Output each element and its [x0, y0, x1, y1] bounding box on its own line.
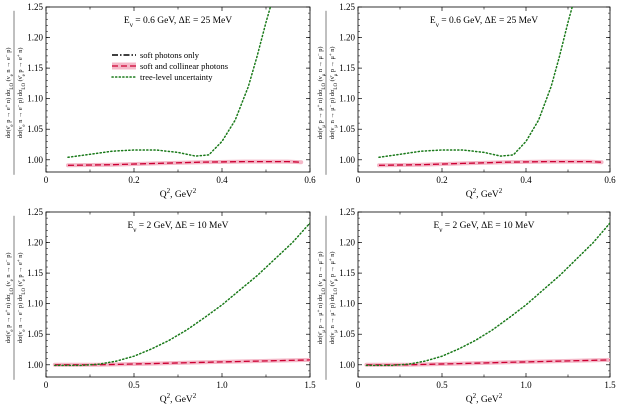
y-tick-label: 1.25	[339, 207, 355, 217]
y-tick-label: 1.10	[27, 94, 43, 104]
y-axis-label: dσ(νμ n → μ− p) dσLO (ν̄μ p → μ+ n)	[329, 47, 339, 140]
y-tick-label: 1.25	[27, 2, 43, 12]
y-axis-label: dσ(νe n → e− p) dσLO (ν̄e p → e+ n)	[17, 253, 27, 344]
chart-panel-bottom-left: 0 0.5 1.0 1.5 1.00 1.05 1.10 1.15 1.20 1.25 Eν = 2…	[5, 207, 317, 405]
plot-frame	[45, 211, 311, 378]
series-line-soft-collinear	[67, 160, 302, 166]
legend-label: tree-level uncertainty	[140, 72, 213, 82]
chart-panel-top-right: 0 0.2 0.4 0.6 1.00 1.05 1.10 1.15 1.20 1.25 Eν = 0…	[317, 2, 617, 200]
y-tick-label: 1.20	[339, 33, 355, 43]
x-tick-label: 0.5	[436, 380, 448, 390]
y-axis-label: dσ(ν̄e p → e+ n) dσLO (νe n → e− p)	[5, 48, 15, 139]
y-tick-label: 1.10	[27, 299, 43, 309]
y-tick-label: 1.25	[27, 207, 43, 217]
y-tick-label: 1.20	[339, 238, 355, 248]
legend-label: soft and collinear photons	[140, 61, 228, 71]
panel-annotation: Eν = 0.6 GeV, ΔE = 25 MeV	[430, 16, 538, 29]
legend-label: soft photons only	[140, 50, 200, 60]
y-axis-label: dσ(ν̄μ p → μ+ n) dσLO (νμ n → μ− p)	[317, 252, 327, 345]
chart-panel-top-left: 0 0.2 0.4 0.6 1.00 1.05 1.10 1.15 1.20 1.25 Eν = 0…	[5, 2, 317, 200]
series-line-soft-collinear	[366, 359, 610, 366]
panel-annotation: Eν = 2 GeV, ΔE = 10 MeV	[127, 221, 228, 234]
y-tick-label: 1.05	[27, 329, 43, 339]
panel-annotation: Eν = 2 GeV, ΔE = 10 MeV	[433, 221, 534, 234]
x-tick-label: 0	[44, 175, 49, 185]
y-tick-label: 1.15	[339, 268, 355, 278]
y-axis-label: dσ(ν̄e p → e+ n) dσLO (νe n → e− p)	[5, 253, 15, 344]
x-tick-label: 0.6	[304, 175, 316, 185]
x-axis-label: Q2, GeV2	[466, 392, 503, 405]
series-line-tree-level	[378, 7, 573, 159]
x-axis-label: Q2, GeV2	[160, 187, 197, 200]
y-tick-label: 1.10	[339, 299, 355, 309]
chart-panel-bottom-right: 0 0.5 1.0 1.5 1.00 1.05 1.10 1.15 1.20 1.25 Eν = 2…	[317, 207, 617, 405]
x-tick-label: 1.5	[304, 380, 316, 390]
x-tick-label: 0	[356, 175, 361, 185]
y-tick-label: 1.20	[27, 238, 43, 248]
y-axis-label: dσ(ν̄μ p → μ+ n) dσLO (νμ n → μ− p)	[317, 47, 327, 140]
series-line-tree-level	[54, 222, 310, 367]
y-axis-label: dσ(νμ n → μ− p) dσLO (ν̄μ p → μ+ n)	[329, 252, 339, 345]
series-line-tree-level	[365, 222, 610, 367]
x-tick-label: 0.4	[520, 175, 532, 185]
y-tick-label: 1.00	[339, 155, 355, 165]
series-line-soft-collinear	[378, 160, 602, 166]
y-tick-label: 1.15	[27, 268, 43, 278]
x-tick-label: 0	[356, 380, 361, 390]
y-tick-label: 1.00	[27, 360, 43, 370]
x-tick-label: 1.5	[604, 380, 616, 390]
series-line-tree-level	[67, 7, 272, 159]
y-tick-label: 1.15	[339, 63, 355, 73]
y-tick-label: 1.20	[27, 33, 43, 43]
series-group	[364, 222, 610, 367]
x-tick-label: 0	[44, 380, 49, 390]
y-axis-label: dσ(νe n → e− p) dσLO (ν̄e p → e+ n)	[17, 48, 27, 139]
series-group	[66, 7, 304, 168]
panel-annotation: Eν = 0.6 GeV, ΔE = 25 MeV	[124, 16, 232, 29]
x-axis-label: Q2, GeV2	[160, 392, 197, 405]
x-axis-label: Q2, GeV2	[466, 187, 503, 200]
y-tick-label: 1.10	[339, 94, 355, 104]
x-tick-label: 0.4	[216, 175, 228, 185]
y-tick-label: 1.05	[339, 124, 355, 134]
plot-frame	[357, 211, 611, 378]
y-tick-label: 1.00	[339, 360, 355, 370]
x-tick-label: 1.0	[520, 380, 532, 390]
x-tick-label: 0.6	[604, 175, 616, 185]
plot-frame	[357, 6, 611, 173]
y-tick-label: 1.05	[27, 124, 43, 134]
x-tick-label: 1.0	[216, 380, 228, 390]
x-tick-label: 0.2	[128, 175, 139, 185]
x-tick-label: 0.2	[436, 175, 447, 185]
y-tick-label: 1.05	[339, 329, 355, 339]
series-group	[52, 222, 310, 367]
x-tick-label: 0.5	[128, 380, 140, 390]
series-group	[377, 7, 604, 168]
y-tick-label: 1.15	[27, 63, 43, 73]
y-tick-label: 1.25	[339, 2, 355, 12]
plot-frame	[45, 6, 311, 173]
y-tick-label: 1.00	[27, 155, 43, 165]
